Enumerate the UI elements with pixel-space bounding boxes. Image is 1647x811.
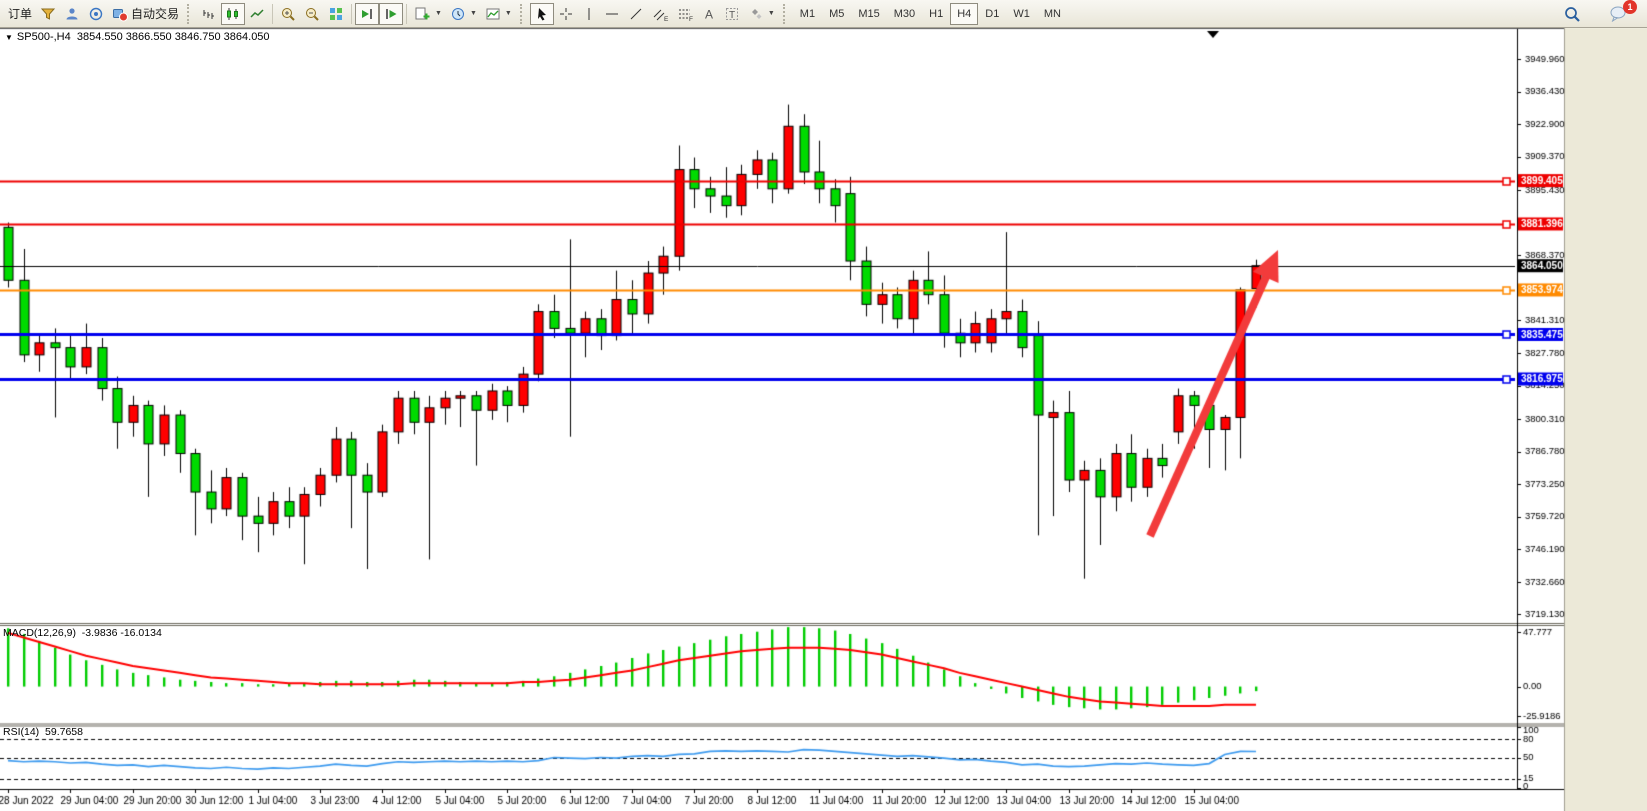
- chat-button[interactable]: 1: [1609, 0, 1637, 22]
- horizontal-line-tool-button[interactable]: [600, 3, 624, 25]
- trendline-icon: [628, 6, 644, 22]
- fibonacci-tool-button[interactable]: F: [673, 3, 698, 25]
- bar-chart-icon: [201, 6, 217, 22]
- zoom-out-button[interactable]: [300, 3, 324, 25]
- svg-text:E: E: [664, 16, 669, 22]
- zoom-in-icon: [280, 6, 296, 22]
- text-label-tool-button[interactable]: T: [720, 3, 744, 25]
- tile-windows-button[interactable]: [324, 3, 348, 25]
- rsi-values: 59.7658: [45, 726, 83, 738]
- vertical-line-icon: [582, 6, 596, 22]
- shapes-tool-button[interactable]: ▼: [744, 3, 779, 25]
- horizontal-line-icon: [604, 6, 620, 22]
- timeframe-m30-button[interactable]: M30: [893, 7, 916, 20]
- candlestick-chart-icon: [225, 6, 241, 22]
- candlestick-chart-button[interactable]: [221, 2, 246, 25]
- profile-button[interactable]: [60, 3, 84, 25]
- svg-text:T: T: [729, 10, 735, 21]
- period-button[interactable]: ▼: [446, 3, 481, 25]
- macd-values: -3.9836 -16.0134: [81, 627, 162, 639]
- auto-scroll-icon: [359, 6, 375, 22]
- toolbar-separator: [406, 3, 408, 24]
- svg-text:F: F: [689, 16, 693, 22]
- autotrading-button[interactable]: 自动交易: [108, 3, 183, 25]
- rsi-name: RSI(14): [3, 726, 40, 738]
- timeframe-h4-button[interactable]: H4: [950, 2, 979, 25]
- channel-icon: E: [652, 6, 669, 22]
- toolbar: 订单 自动交易: [0, 0, 1647, 28]
- signal-button[interactable]: [84, 3, 108, 25]
- timeframe-m1-button[interactable]: M1: [799, 7, 816, 20]
- chart-symbol: SP500-,H4: [16, 31, 71, 43]
- dropdown-arrow-icon: ▼: [767, 10, 775, 17]
- line-chart-button[interactable]: [245, 3, 269, 25]
- orders-button[interactable]: 订单: [4, 3, 36, 25]
- timeframe-w1-button[interactable]: W1: [1013, 7, 1030, 20]
- text-tool-button[interactable]: A: [698, 3, 720, 25]
- tile-windows-icon: [328, 6, 344, 22]
- search-icon[interactable]: [1563, 5, 1581, 23]
- chart-shift-button[interactable]: [379, 2, 404, 25]
- toolbar-separator: [272, 3, 274, 24]
- cursor-tool-button[interactable]: [529, 2, 554, 25]
- channel-tool-button[interactable]: E: [648, 3, 673, 25]
- dropdown-arrow-icon: ▼: [435, 10, 442, 17]
- chart-shift-icon: [383, 6, 399, 22]
- collapse-triangle-icon: ▼: [5, 33, 13, 42]
- toolbar-gripper: [187, 3, 193, 24]
- timeframe-h1-button[interactable]: H1: [929, 7, 944, 20]
- indicators-icon: [485, 6, 501, 22]
- crosshair-icon: [558, 6, 574, 22]
- bar-chart-button[interactable]: [197, 3, 221, 25]
- timeframe-mn-button[interactable]: MN: [1043, 7, 1061, 20]
- autotrading-icon: [112, 6, 129, 22]
- profile-icon: [64, 6, 80, 22]
- clock-icon: [450, 6, 466, 22]
- timeframe-m15-button[interactable]: M15: [858, 7, 880, 20]
- funnel-icon: [40, 6, 56, 22]
- rsi-label: RSI(14) 59.7658: [3, 726, 83, 738]
- dropdown-arrow-icon: ▼: [469, 10, 477, 17]
- macd-name: MACD(12,26,9): [3, 627, 76, 639]
- new-order-funnel-button[interactable]: [36, 3, 60, 25]
- chart-ohlc-readout: 3854.550 3866.550 3846.750 3864.050: [76, 31, 270, 43]
- vertical-line-tool-button[interactable]: [578, 3, 600, 25]
- toolbar-gripper: [519, 3, 526, 24]
- indicators-button[interactable]: ▼: [481, 3, 516, 25]
- timeframe-m5-button[interactable]: M5: [829, 7, 845, 20]
- autotrading-label: 自动交易: [131, 7, 180, 21]
- macd-label: MACD(12,26,9) -3.9836 -16.0134: [3, 627, 162, 639]
- toolbar-separator: [351, 3, 353, 24]
- new-chart-button[interactable]: ▼: [410, 3, 446, 25]
- zoom-in-button[interactable]: [276, 3, 300, 25]
- dropdown-arrow-icon: ▼: [504, 10, 512, 17]
- svg-text:A: A: [705, 7, 713, 21]
- shapes-icon: [748, 6, 764, 22]
- fibonacci-icon: F: [677, 6, 694, 22]
- notification-badge: 1: [1623, 0, 1637, 14]
- line-chart-icon: [249, 6, 265, 22]
- new-chart-icon: [414, 6, 431, 22]
- auto-scroll-button[interactable]: [355, 2, 380, 25]
- zoom-out-icon: [304, 6, 320, 22]
- trendline-tool-button[interactable]: [624, 3, 648, 25]
- timeframe-d1-button[interactable]: D1: [985, 7, 1000, 20]
- chart-title: ▼ SP500-,H4 3854.550 3866.550 3846.750 38…: [5, 31, 270, 43]
- crosshair-tool-button[interactable]: [554, 3, 578, 25]
- cursor-icon: [534, 6, 550, 22]
- radar-icon: [88, 6, 104, 22]
- text-tool-icon: A: [702, 6, 716, 22]
- toolbar-gripper: [782, 3, 789, 24]
- text-label-icon: T: [724, 6, 740, 22]
